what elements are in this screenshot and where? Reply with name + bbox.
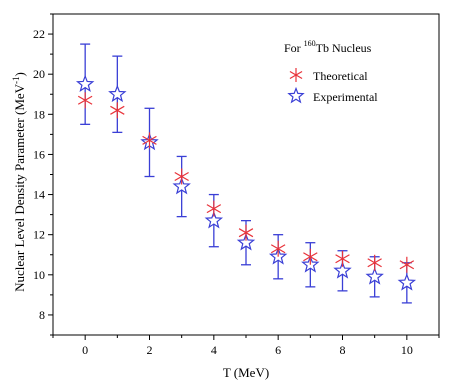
x-tick-label: 8 [340,343,346,357]
y-axis-label-exponent: -1 [11,76,21,84]
theoretical-point [335,250,350,267]
y-tick-label: 8 [39,308,45,322]
theoretical-point [399,256,415,273]
legend-experimental-marker [287,86,305,104]
x-tick-label: 4 [211,343,217,357]
x-tick-label: 10 [401,343,413,357]
theoretical-point [142,132,157,149]
experimental-point [204,210,224,229]
y-tick-label: 20 [33,67,45,81]
y-axis-ticks: 8 10 12 14 16 18 20 22 [33,13,53,336]
legend-experimental-label: Experimental [313,90,378,104]
y-tick-label: 18 [33,107,45,121]
plot-frame [52,13,440,336]
x-tick-label: 6 [275,343,281,357]
y-axis-label: Nuclear Level Density Parameter (MeV-1) [11,72,27,292]
chart-annotation: For 160Tb Nucleus [284,39,372,55]
x-axis-label: T (MeV) [223,365,269,380]
experimental-point [365,267,384,285]
y-axis-label-main: Nuclear Level Density Parameter (MeV [12,83,27,292]
experimental-point [236,233,256,251]
theoretical-point [303,248,318,265]
theoretical-point [174,168,189,185]
y-tick-label: 22 [33,27,45,41]
experimental-point [75,74,95,93]
experimental-point [172,176,191,195]
experimental-point [397,273,417,291]
y-tick-label: 16 [33,147,45,161]
experimental-point [108,84,127,103]
theoretical-point [270,240,286,257]
y-tick-label: 10 [33,268,45,282]
theoretical-point [110,102,125,119]
y-tick-label: 14 [33,188,45,202]
legend: Theoretical Experimental [287,68,378,104]
theoretical-markers [77,92,415,273]
y-tick-label: 12 [33,228,45,242]
experimental-point [333,261,352,279]
legend-theoretical-label: Theoretical [313,69,368,83]
annotation-suffix: Tb Nucleus [316,41,372,55]
theoretical-point [367,254,382,271]
theoretical-point [238,224,254,241]
x-tick-label: 0 [82,343,88,357]
theoretical-point [206,200,222,217]
x-axis-ticks: 0 2 4 6 8 10 [52,335,440,357]
x-tick-label: 2 [147,343,153,357]
annotation-superscript: 160 [304,39,316,48]
legend-theoretical-marker [289,68,303,82]
annotation-prefix: For [284,41,304,55]
y-axis-label-close: ) [12,72,27,76]
theoretical-point [77,92,93,109]
